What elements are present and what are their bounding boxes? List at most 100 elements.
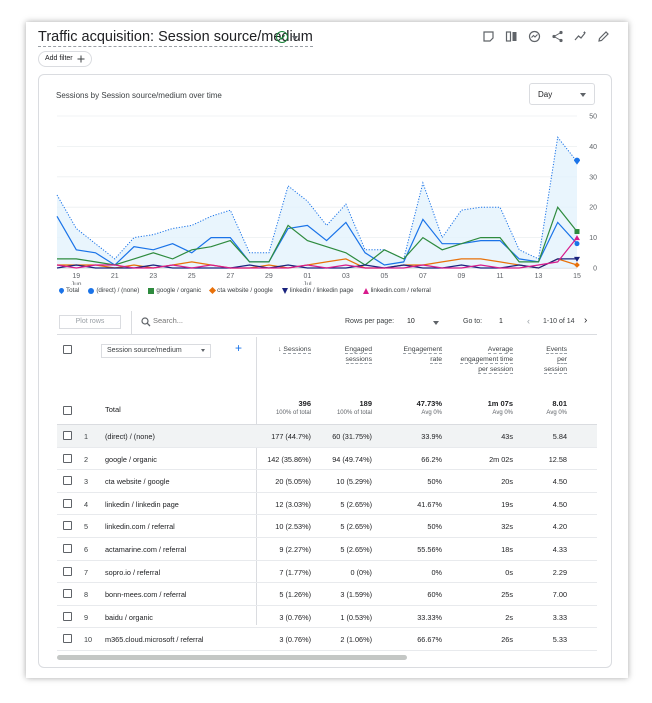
y-tick-label: 10: [589, 235, 597, 242]
cell-engaged: 5 (2.65%): [340, 544, 372, 554]
table-row[interactable]: 7 sopro.io / referral 7 (1.77%) 0 (0%) 0% 0s 2…: [57, 561, 597, 584]
add-dimension-icon[interactable]: +: [235, 341, 243, 355]
row-dimension[interactable]: bonn-mees.com / referral: [105, 590, 187, 600]
report-card: Sessions by Session source/medium over t…: [38, 74, 612, 668]
total-area: [57, 137, 577, 268]
row-checkbox[interactable]: [63, 634, 72, 644]
share-icon[interactable]: [551, 30, 564, 43]
plot-rows-button[interactable]: Plot rows: [59, 315, 121, 329]
cell-sessions: 5 (1.26%): [279, 590, 311, 600]
title-dropdown-icon[interactable]: [292, 36, 298, 40]
row-dimension[interactable]: m365.cloud.microsoft / referral: [105, 635, 204, 645]
row-checkbox[interactable]: [63, 611, 72, 621]
chevron-down-icon: [201, 349, 205, 352]
y-tick-label: 50: [589, 114, 597, 121]
select-all-checkbox[interactable]: [63, 345, 72, 354]
legend-item[interactable]: google / organic: [148, 287, 201, 294]
x-tick-label: 03: [342, 273, 350, 280]
row-checkbox[interactable]: [63, 521, 72, 531]
cell-rate: 60%: [427, 590, 442, 600]
row-number: 4: [84, 499, 89, 509]
col-header-engaged[interactable]: Engaged sessions: [344, 346, 372, 364]
legend-marker-icon: [148, 287, 155, 294]
row-checkbox[interactable]: [63, 453, 72, 463]
horizontal-scrollbar[interactable]: [57, 655, 407, 660]
table-row[interactable]: 9 baidu / organic 3 (0.76%) 1 (0.53%) 33.33%…: [57, 606, 597, 629]
row-checkbox[interactable]: [63, 566, 72, 576]
search-input[interactable]: [153, 316, 233, 325]
legend-item[interactable]: linkedin.com / referral: [362, 287, 431, 294]
verified-check-icon[interactable]: [276, 31, 288, 43]
toolbar-divider: [131, 311, 132, 335]
total-rate: 47.73% Avg 0%: [416, 399, 442, 416]
table-row[interactable]: 10 m365.cloud.microsoft / referral 3 (0.76…: [57, 628, 597, 651]
x-tick-label: 27: [226, 273, 234, 280]
add-filter-label: Add filter: [45, 55, 73, 62]
report-title: Traffic acquisition: Session source/medi…: [38, 29, 313, 47]
add-filter-button[interactable]: Add filter: [38, 51, 92, 67]
row-checkbox[interactable]: [63, 589, 72, 599]
prev-page-icon[interactable]: ‹: [527, 316, 530, 326]
row-dimension[interactable]: baidu / organic: [105, 612, 153, 622]
row-dimension[interactable]: linkedin / linkedin page: [105, 499, 179, 509]
col-header-sessions[interactable]: ↓ Sessions: [278, 346, 311, 354]
row-dimension[interactable]: (direct) / (none): [105, 432, 155, 441]
cell-time: 32s: [501, 522, 513, 532]
interval-select[interactable]: Day: [529, 83, 595, 105]
legend-item[interactable]: cta website / google: [209, 286, 273, 295]
table-row[interactable]: 3 cta website / google 20 (5.05%) 10 (5.29%…: [57, 470, 597, 493]
end-marker-linkedin-referral: [574, 235, 580, 241]
cell-events: 4.33: [552, 544, 567, 554]
legend-item[interactable]: Total: [57, 286, 79, 295]
legend-item[interactable]: (direct) / (none): [88, 287, 139, 294]
legend-item[interactable]: linkedin / linkedin page: [281, 287, 354, 294]
annotation-icon[interactable]: [482, 30, 495, 43]
x-tick-label: 01: [303, 273, 311, 280]
table-row[interactable]: 4 linkedin / linkedin page 12 (3.03%) 5 (2.…: [57, 493, 597, 516]
table-row[interactable]: 6 actamarine.com / referral 9 (2.27%) 5 (2.…: [57, 538, 597, 561]
cell-rate: 33.33%: [417, 612, 442, 622]
row-dimension[interactable]: actamarine.com / referral: [105, 544, 187, 554]
trend-sparkle-icon[interactable]: [574, 30, 587, 43]
row-number: 2: [84, 454, 89, 464]
dimension-select[interactable]: Session source/medium: [101, 344, 211, 358]
compare-icon[interactable]: [505, 30, 518, 43]
table-row[interactable]: 1 (direct) / (none) 177 (44.7%) 60 (31.75%)…: [57, 425, 597, 448]
table-row[interactable]: 8 bonn-mees.com / referral 5 (1.26%) 3 (1.5…: [57, 583, 597, 606]
chevron-down-icon[interactable]: [433, 321, 439, 325]
x-tick-label: 21: [111, 273, 119, 280]
table-row[interactable]: 2 google / organic 142 (35.86%) 94 (49.74%)…: [57, 448, 597, 471]
col-header-time[interactable]: Average engagement time per session: [460, 346, 513, 374]
series-line: [56, 237, 578, 269]
row-dimension[interactable]: sopro.io / referral: [105, 567, 161, 577]
row-checkbox[interactable]: [63, 431, 72, 440]
col-header-events[interactable]: Events per session: [543, 346, 567, 374]
next-page-icon[interactable]: ›: [584, 315, 588, 326]
cell-engaged: 5 (2.65%): [340, 499, 372, 509]
total-checkbox[interactable]: [63, 406, 72, 415]
row-dimension[interactable]: cta website / google: [105, 477, 170, 487]
end-marker-linkedin-page: [574, 256, 580, 262]
cell-time: 19s: [501, 499, 513, 509]
legend-marker-icon: [362, 287, 369, 294]
cell-time: 26s: [501, 635, 513, 645]
series-line: [56, 216, 578, 266]
row-dimension[interactable]: linkedin.com / referral: [105, 522, 175, 532]
rows-per-page-select[interactable]: 10: [407, 318, 415, 325]
insights-icon[interactable]: [528, 30, 541, 43]
report-frame: Traffic acquisition: Session source/medi…: [26, 22, 628, 678]
table-row[interactable]: 5 linkedin.com / referral 10 (2.53%) 5 (2.6…: [57, 515, 597, 538]
legend-label: (direct) / (none): [96, 287, 140, 294]
cell-time: 2m 02s: [489, 454, 513, 464]
row-dimension[interactable]: google / organic: [105, 454, 157, 464]
cell-engaged: 2 (1.06%): [340, 635, 372, 645]
goto-input[interactable]: 1: [499, 318, 503, 325]
legend-label: google / organic: [156, 287, 202, 294]
row-checkbox[interactable]: [63, 498, 72, 508]
edit-pencil-icon[interactable]: [597, 30, 610, 43]
row-checkbox[interactable]: [63, 543, 72, 553]
cell-engaged: 10 (5.29%): [336, 477, 372, 487]
col-header-rate[interactable]: Engagement rate: [403, 346, 442, 364]
row-checkbox[interactable]: [63, 476, 72, 486]
cell-time: 25s: [501, 590, 513, 600]
